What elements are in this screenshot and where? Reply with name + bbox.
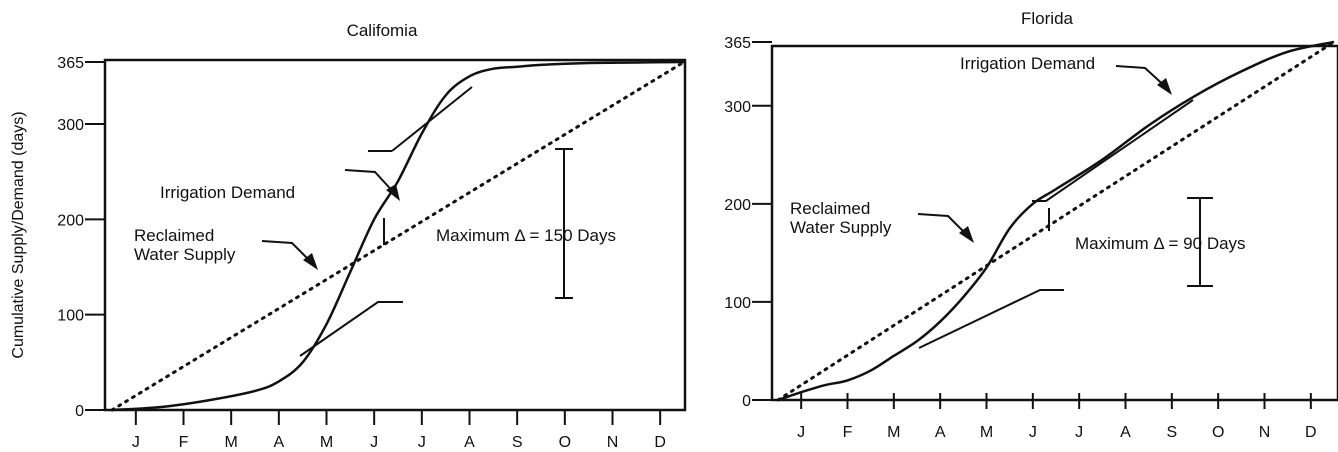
x-tick-label: F bbox=[179, 434, 189, 451]
reclaimed-arrowhead bbox=[303, 253, 318, 270]
irrigation-demand-line bbox=[111, 60, 685, 412]
offset-line-upper bbox=[368, 86, 473, 152]
offset-line-upper bbox=[1032, 99, 1194, 202]
irrigation-demand-line bbox=[777, 40, 1335, 402]
x-tick-label: S bbox=[512, 434, 523, 451]
x-tick-label: O bbox=[559, 434, 571, 451]
reclaimed-label-1: Reclaimed bbox=[134, 226, 214, 245]
y-tick-label: 300 bbox=[724, 99, 751, 116]
x-tick-label: M bbox=[320, 434, 333, 451]
reclaimed-supply-line bbox=[110, 60, 686, 412]
plot-frame bbox=[770, 44, 1338, 402]
series-marks bbox=[776, 40, 1336, 402]
florida-panel: Florida 0 100 200 300 365 J F M A M J J A S O N D Irriga… bbox=[724, 9, 1338, 441]
x-tick-label: J bbox=[1029, 424, 1037, 441]
max-delta-bracket bbox=[555, 148, 573, 299]
max-delta-bracket bbox=[1187, 197, 1213, 287]
y-tick-label: 300 bbox=[57, 117, 84, 134]
panel-title: Florida bbox=[1021, 9, 1074, 28]
x-tick-label: D bbox=[1305, 424, 1317, 441]
irrigation-demand-label: Irrigation Demand bbox=[960, 54, 1095, 73]
axis-ticks: 0 100 200 300 365 J F M A M J J A S O N D bbox=[724, 35, 1316, 441]
reclaimed-supply-line bbox=[776, 40, 1336, 402]
x-tick-label: M bbox=[887, 424, 900, 441]
y-tick-label: 200 bbox=[724, 197, 751, 214]
irrigation-demand-arrowhead bbox=[386, 184, 400, 201]
x-tick-label: J bbox=[132, 434, 140, 451]
irrigation-demand-arrow bbox=[1115, 65, 1169, 90]
max-delta-label: Maximum Δ = 90 Days bbox=[1075, 234, 1246, 253]
plot-frame bbox=[103, 58, 687, 412]
offset-line-lower bbox=[299, 301, 403, 357]
y-tick-label: 0 bbox=[742, 393, 751, 410]
irrigation-demand-arrowhead bbox=[1157, 78, 1172, 95]
y-tick-label: 365 bbox=[724, 35, 751, 52]
x-tick-label: M bbox=[980, 424, 993, 441]
reclaimed-label-2: Water Supply bbox=[134, 245, 236, 264]
x-tick-label: J bbox=[370, 434, 378, 451]
y-tick-label: 365 bbox=[57, 55, 84, 72]
reclaimed-arrowhead bbox=[959, 226, 974, 243]
x-tick-label: M bbox=[225, 434, 238, 451]
max-delta-label: Maximum Δ = 150 Days bbox=[436, 226, 616, 245]
x-tick-label: J bbox=[1075, 424, 1083, 441]
offset-line-lower bbox=[918, 289, 1064, 349]
california-panel: Califomia 0 100 200 300 365 J F M A M J J A S O N D Irri… bbox=[57, 21, 687, 451]
y-tick-label: 100 bbox=[57, 308, 84, 325]
x-tick-label: S bbox=[1166, 424, 1177, 441]
series-marks bbox=[110, 60, 686, 412]
x-tick-label: N bbox=[607, 434, 619, 451]
reclaimed-label-1: Reclaimed bbox=[790, 199, 870, 218]
x-tick-label: A bbox=[1120, 424, 1131, 441]
x-tick-label: A bbox=[935, 424, 946, 441]
y-tick-label: 0 bbox=[75, 403, 84, 420]
panel-title: Califomia bbox=[347, 21, 418, 40]
x-tick-label: F bbox=[843, 424, 853, 441]
x-tick-label: A bbox=[464, 434, 475, 451]
axis-ticks: 0 100 200 300 365 J F M A M J J A S O N D bbox=[57, 55, 666, 451]
x-tick-label: O bbox=[1212, 424, 1224, 441]
y-tick-label: 200 bbox=[57, 212, 84, 229]
annotations: Irrigation Demand Reclaimed Water Supply… bbox=[790, 54, 1246, 349]
y-tick-label: 100 bbox=[724, 295, 751, 312]
x-tick-label: J bbox=[418, 434, 426, 451]
x-tick-label: D bbox=[654, 434, 666, 451]
x-tick-label: A bbox=[273, 434, 284, 451]
irrigation-demand-label: Irrigation Demand bbox=[160, 183, 295, 202]
x-tick-label: J bbox=[797, 424, 805, 441]
y-axis-label: Cumulative Supply/Demand (days) bbox=[10, 111, 27, 358]
reclaimed-label-2: Water Supply bbox=[790, 218, 892, 237]
annotations: Irrigation Demand Reclaimed Water Supply… bbox=[134, 86, 616, 357]
x-tick-label: N bbox=[1259, 424, 1271, 441]
